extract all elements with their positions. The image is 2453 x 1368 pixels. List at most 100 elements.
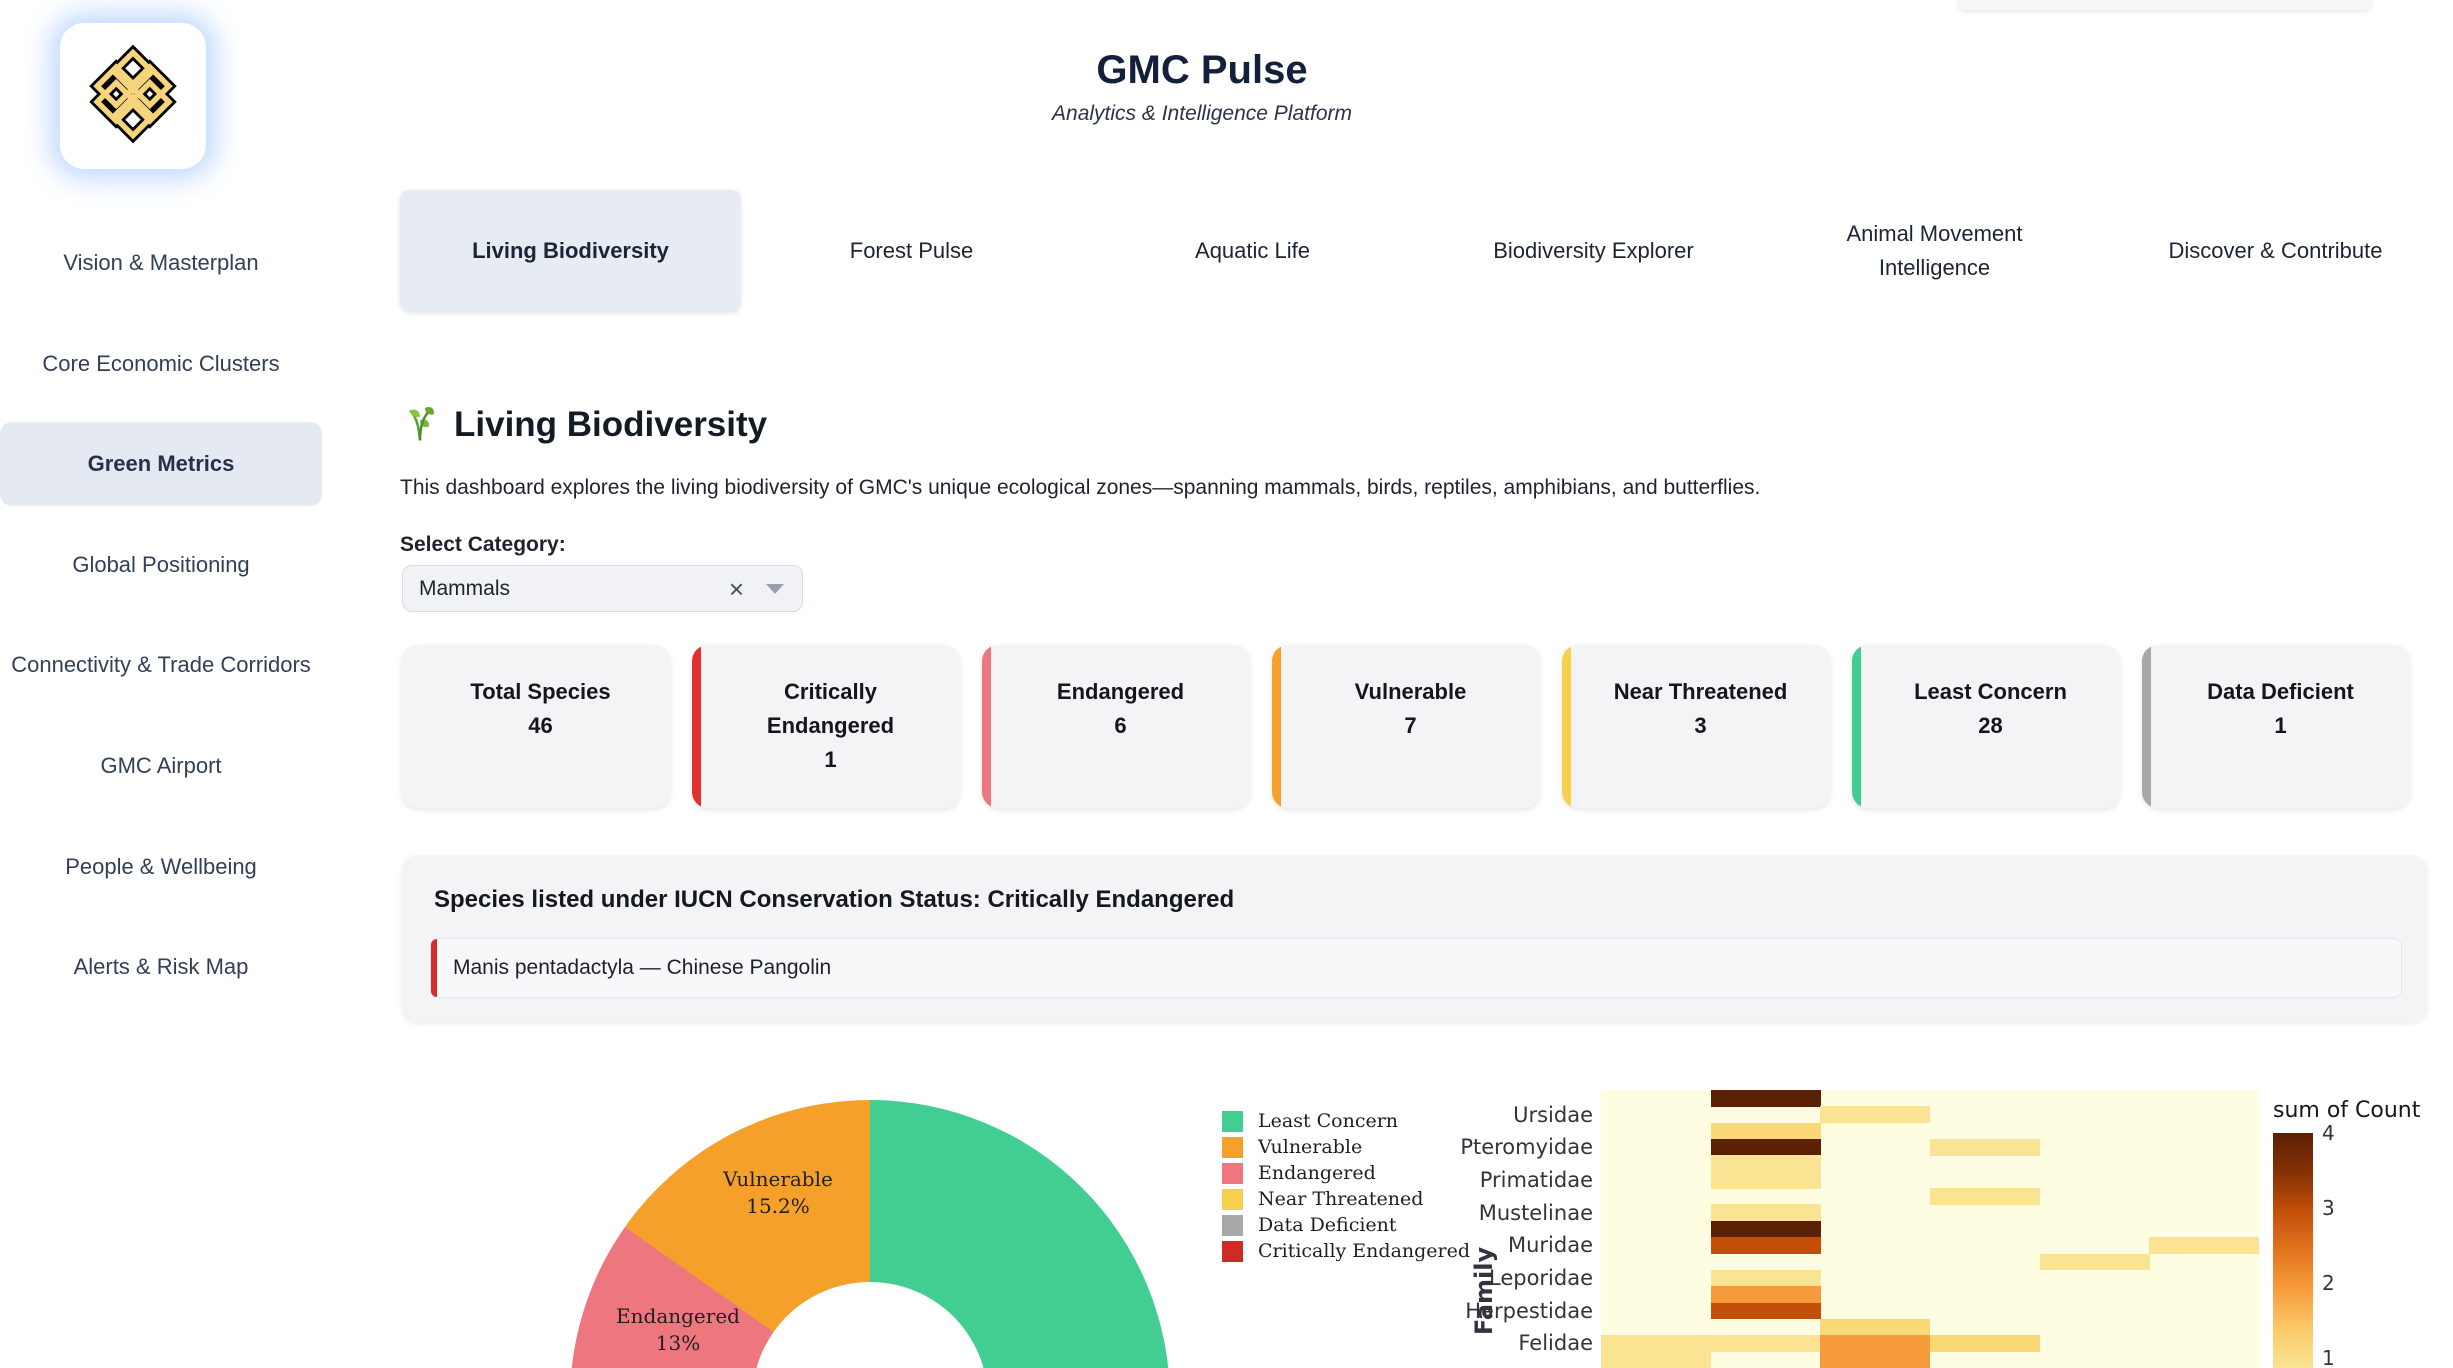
heatmap-y-axis-title: Family — [1470, 1246, 1499, 1336]
stat-card-content: Vulnerable 7 — [1281, 645, 1540, 808]
sidebar-item-green-metrics[interactable]: Green Metrics — [0, 422, 322, 507]
stat-card-stripe — [1272, 645, 1281, 808]
stat-card-content: Total Species 46 — [411, 645, 670, 808]
tab-living-biodiversity[interactable]: Living Biodiversity — [400, 190, 741, 312]
legend-item-critically-endangered[interactable]: Critically Endangered — [1222, 1238, 1470, 1264]
tab-forest-pulse[interactable]: Forest Pulse — [741, 190, 1082, 312]
heatmap-cell[interactable] — [1710, 1122, 1821, 1140]
sidebar-item-label: Alerts & Risk Map — [73, 954, 249, 980]
legend-label: Least Concern — [1258, 1110, 1399, 1132]
heatmap-cell[interactable] — [2039, 1253, 2150, 1271]
tab-label: Forest Pulse — [849, 237, 974, 263]
heatmap-cell[interactable] — [1710, 1171, 1821, 1189]
stat-card-stripe — [692, 645, 701, 808]
stat-card-least-concern: Least Concern 28 — [1852, 645, 2120, 808]
stat-card-label: Vulnerable — [1354, 679, 1467, 704]
heatmap-cell[interactable] — [1710, 1269, 1821, 1287]
pie-slice-label-endangered: Endangered 13% — [616, 1304, 740, 1355]
page-title: Living Biodiversity — [454, 405, 768, 444]
iucn-status-panel-title: Species listed under IUCN Conservation S… — [434, 886, 1235, 913]
sidebar-item-global-positioning[interactable]: Global Positioning — [0, 523, 322, 607]
heatmap-cell[interactable] — [1710, 1090, 1821, 1107]
sidebar-item-label: Connectivity & Trade Corridors — [11, 652, 311, 678]
heatmap-row-label-leporidae: Leporidae — [1488, 1266, 1593, 1291]
heatmap-row-label-pteromyidae: Pteromyidae — [1460, 1135, 1593, 1160]
sidebar-item-label: Core Economic Clusters — [42, 350, 280, 376]
colorbar-tick-4: 4 — [2322, 1121, 2335, 1145]
heatmap-cell[interactable] — [1710, 1335, 1821, 1353]
tab-label: Living Biodiversity — [472, 237, 669, 263]
heatmap-cell[interactable] — [1710, 1302, 1821, 1320]
stat-card-value: 3 — [1694, 713, 1707, 739]
legend-item-near-threatened[interactable]: Near Threatened — [1222, 1186, 1470, 1212]
legend-label: Endangered — [1258, 1162, 1376, 1184]
heatmap-row-label-felidae: Felidae — [1518, 1331, 1593, 1356]
heatmap-cell[interactable] — [1601, 1351, 1712, 1368]
tab-biodiversity-explorer[interactable]: Biodiversity Explorer — [1423, 190, 1764, 312]
stat-card-near-threatened: Near Threatened 3 — [1562, 645, 1830, 808]
heatmap-cell[interactable] — [1710, 1155, 1821, 1173]
stat-card-value: 28 — [1978, 713, 2003, 739]
sidebar-item-alerts-risk-map[interactable]: Alerts & Risk Map — [0, 925, 322, 1009]
clear-selection-icon[interactable]: × — [728, 573, 744, 604]
stat-card-content: Endangered 6 — [991, 645, 1250, 808]
stat-card-label: Total Species — [470, 679, 611, 704]
heatmap-cell[interactable] — [2149, 1237, 2259, 1254]
tab-aquatic-life[interactable]: Aquatic Life — [1082, 190, 1423, 312]
heatmap-cell[interactable] — [1601, 1335, 1712, 1353]
pie-slice-label-vulnerable: Vulnerable 15.2% — [723, 1167, 833, 1218]
sidebar-item-gmc-airport[interactable]: GMC Airport — [0, 724, 322, 808]
legend-swatch — [1222, 1110, 1243, 1132]
tab-discover-contribute[interactable]: Discover & Contribute — [2105, 190, 2446, 312]
sidebar-item-people-wellbeing[interactable]: People & Wellbeing — [0, 825, 322, 909]
heatmap-cell[interactable] — [1820, 1106, 1931, 1124]
heatmap-row-label-primatidae: Primatidae — [1479, 1167, 1593, 1192]
stat-card-critically-endangered: Critically Endangered 1 — [692, 645, 960, 808]
colorbar-gradient — [2273, 1133, 2313, 1368]
colorbar-title: sum of Count — [2273, 1098, 2421, 1123]
tab-animal-movement-intelligence[interactable]: Animal Movement Intelligence — [1764, 190, 2105, 312]
species-item-accent-bar — [431, 939, 437, 997]
stat-card-content: Least Concern 28 — [1861, 645, 2120, 808]
stat-card-label: Least Concern — [1914, 679, 2067, 704]
heatmap-cell[interactable] — [1930, 1188, 2041, 1205]
donut-legend: Least Concern Vulnerable Endangered Near Th… — [1222, 1108, 1470, 1264]
heatmap-row-label-muridae: Muridae — [1507, 1233, 1593, 1258]
legend-item-vulnerable[interactable]: Vulnerable — [1222, 1134, 1470, 1160]
legend-item-data-deficient[interactable]: Data Deficient — [1222, 1212, 1470, 1238]
legend-item-least-concern[interactable]: Least Concern — [1222, 1108, 1470, 1134]
heatmap-cell[interactable] — [1820, 1351, 1931, 1368]
app-subtitle: Analytics & Intelligence Platform — [1052, 102, 1352, 125]
tab-bar: Living Biodiversity Forest Pulse Aquatic L… — [400, 190, 2450, 312]
legend-label: Data Deficient — [1258, 1214, 1397, 1236]
chevron-down-icon[interactable] — [766, 583, 784, 594]
heatmap-cell[interactable] — [1710, 1204, 1821, 1222]
sidebar-item-label: People & Wellbeing — [65, 853, 257, 879]
colorbar-tick-1: 1 — [2322, 1346, 2335, 1368]
stat-card-stripe — [1562, 645, 1571, 808]
sidebar-item-label: GMC Airport — [100, 753, 222, 778]
heatmap-cell[interactable] — [1710, 1220, 1821, 1238]
category-dropdown[interactable]: Mammals × — [402, 565, 803, 612]
heatmap-cell[interactable] — [1820, 1335, 1931, 1353]
colorbar-tick-3: 3 — [2322, 1196, 2335, 1220]
heatmap-cell[interactable] — [1710, 1237, 1821, 1254]
heatmap-cell[interactable] — [1930, 1139, 2041, 1156]
stat-card-content: Near Threatened 3 — [1571, 645, 1830, 808]
heatmap-cell[interactable] — [1930, 1335, 2041, 1353]
heatmap-cell[interactable] — [1710, 1139, 1821, 1156]
heatmap-cell[interactable] — [1710, 1286, 1821, 1304]
sidebar-item-vision-masterplan[interactable]: Vision & Masterplan — [0, 221, 322, 305]
legend-swatch — [1222, 1214, 1243, 1236]
sidebar-item-connectivity-trade-corridors[interactable]: Connectivity & Trade Corridors — [0, 623, 322, 707]
stat-card-total-species: Total Species 46 — [402, 645, 670, 808]
legend-item-endangered[interactable]: Endangered — [1222, 1160, 1470, 1186]
heatmap-cell[interactable] — [1820, 1318, 1931, 1336]
page-heading: Living Biodiversity — [400, 400, 767, 450]
legend-swatch — [1222, 1162, 1243, 1184]
stat-card-content: Critically Endangered 1 — [701, 645, 960, 808]
heatmap-row-label-herpestidae: Herpestidae — [1465, 1298, 1593, 1323]
app-logo — [60, 23, 206, 169]
tab-label: Discover & Contribute — [2168, 237, 2383, 263]
sidebar-item-core-economic-clusters[interactable]: Core Economic Clusters — [0, 322, 322, 406]
